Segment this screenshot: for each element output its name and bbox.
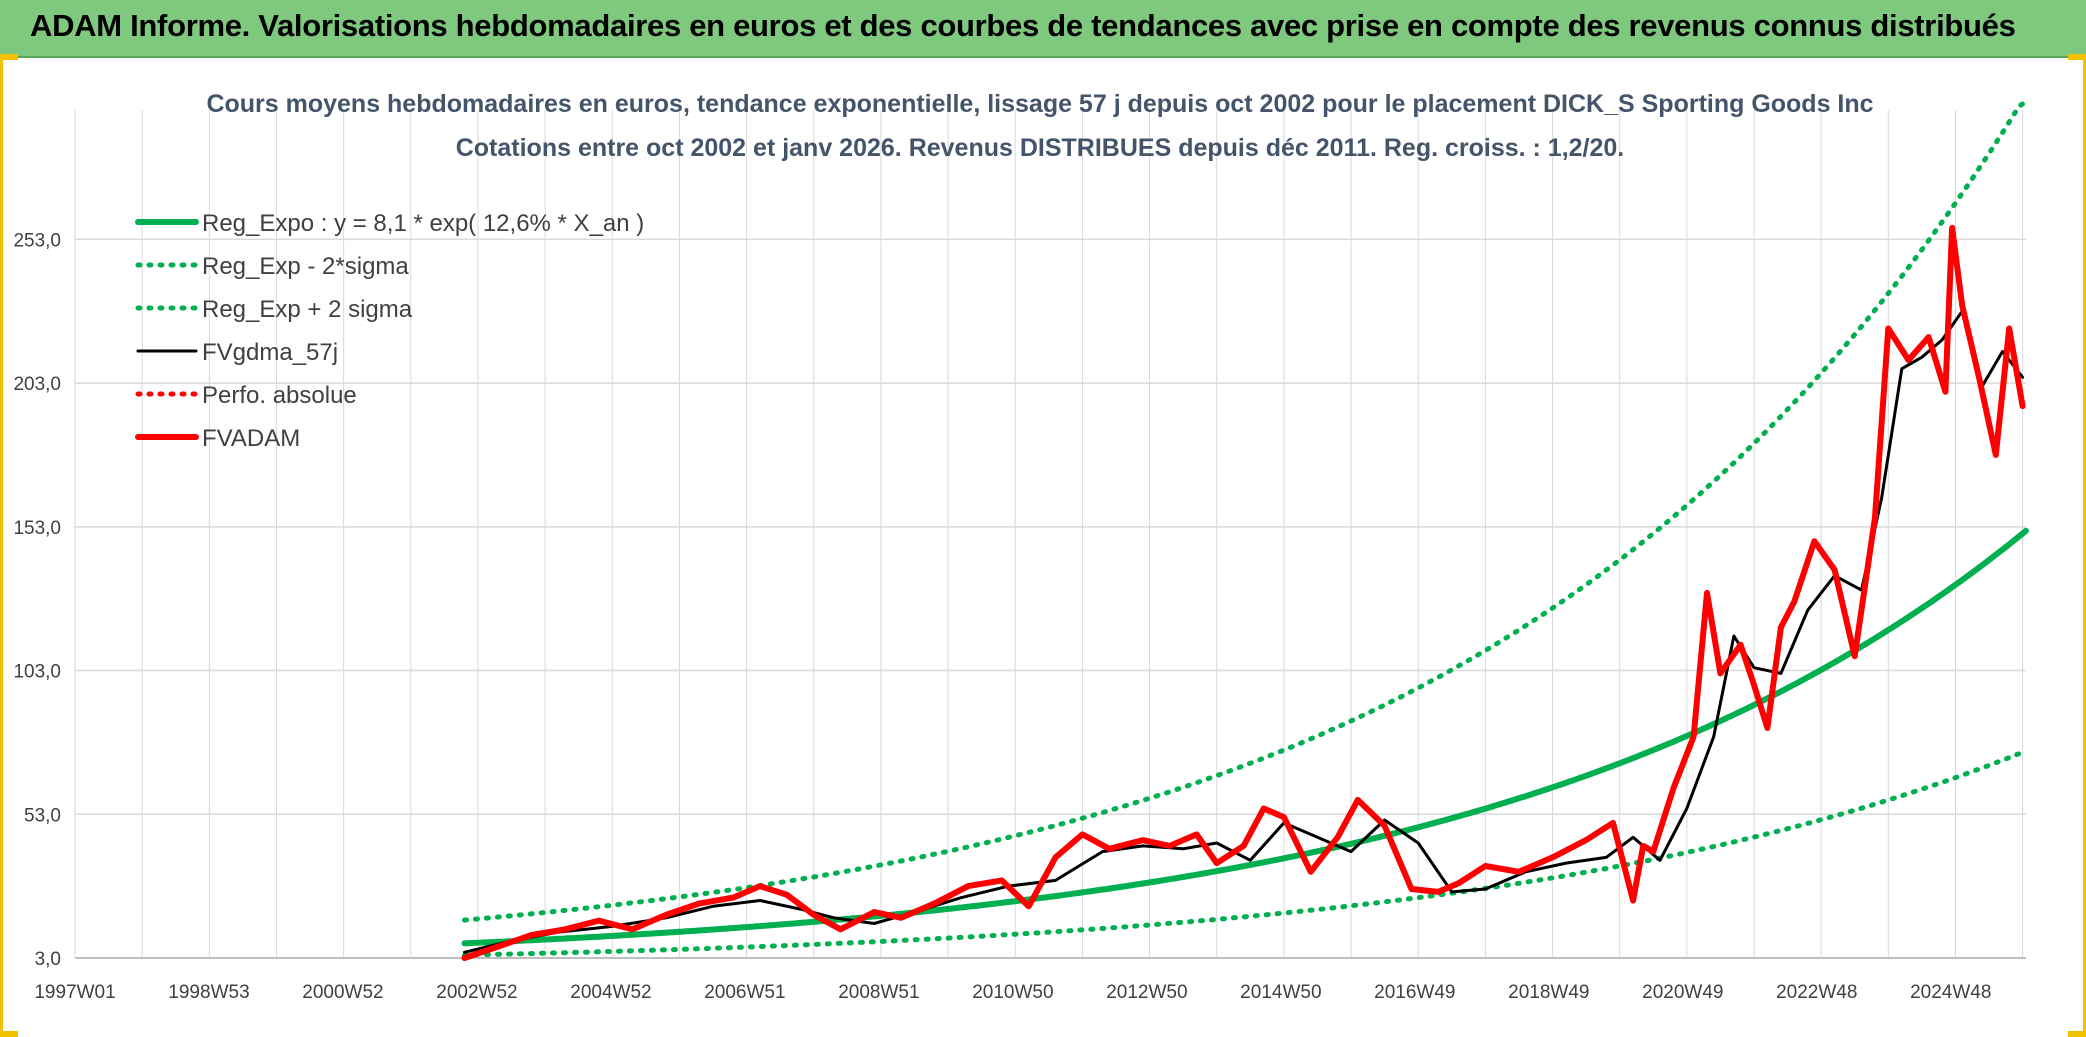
legend-label: FVADAM [202, 425, 300, 452]
gridlines [74, 110, 2026, 959]
legend-label: Reg_Exp - 2*sigma [202, 253, 409, 280]
x-tick-label: 2006W51 [704, 982, 785, 1003]
x-tick-label: 2024W48 [1910, 982, 1991, 1003]
report-banner: ADAM Informe. Valorisations hebdomadaire… [0, 0, 2086, 58]
y-tick-label: 203,0 [13, 374, 61, 395]
x-tick-label: 2018W49 [1508, 982, 1589, 1003]
x-tick-label: 2016W49 [1374, 982, 1455, 1003]
x-tick-label: 2014W50 [1240, 982, 1321, 1003]
y-tick-label: 153,0 [13, 518, 61, 539]
report-title: ADAM Informe. Valorisations hebdomadaire… [30, 8, 2016, 43]
legend-label: Reg_Expo : y = 8,1 * exp( 12,6% * X_an ) [202, 210, 644, 237]
legend-label: FVgdma_57j [202, 339, 338, 366]
x-tick-label: 2010W50 [972, 982, 1053, 1003]
x-tick-label: 1997W01 [34, 982, 115, 1003]
series-line-1 [462, 748, 2029, 958]
x-tick-label: 2008W51 [838, 982, 919, 1003]
series-line-2 [462, 101, 2029, 923]
series-line-0 [461, 527, 2029, 947]
x-tick-label: 2022W48 [1776, 982, 1857, 1003]
x-tick-label: 2000W52 [302, 982, 383, 1003]
x-tick-label: 1998W53 [168, 982, 249, 1003]
series-lines [461, 101, 2029, 961]
chart-frame [0, 58, 2086, 1037]
chart-legend: Reg_Expo : y = 8,1 * exp( 12,6% * X_an )… [135, 210, 644, 452]
corner-marker-left [0, 54, 18, 60]
y-tick-label: 53,0 [24, 805, 61, 826]
x-tick-label: 2012W50 [1106, 982, 1187, 1003]
x-axis-ticks: 1997W01 1998W53 2000W52 2002W52 2004W52 2006W… [34, 982, 1991, 1003]
corner-marker-bottom-left [0, 1031, 18, 1037]
chart-title: Cours moyens hebdomadaires en euros, ten… [206, 90, 1873, 118]
x-tick-label: 2020W49 [1642, 982, 1723, 1003]
y-tick-label: 253,0 [13, 230, 61, 251]
y-tick-label: 3,0 [35, 949, 61, 970]
corner-marker-bottom-right [2068, 1031, 2086, 1037]
x-tick-label: 2002W52 [436, 982, 517, 1003]
y-axis-ticks: 3,0 53,0 103,0 153,0 203,0 253,0 [13, 230, 61, 970]
chart-subtitle: Cotations entre oct 2002 et janv 2026. R… [456, 134, 1625, 162]
y-tick-label: 103,0 [13, 662, 61, 683]
x-tick-label: 2004W52 [570, 982, 651, 1003]
corner-marker-right [2068, 54, 2086, 60]
legend-label: Perfo. absolue [202, 382, 357, 409]
series-line-5 [461, 224, 2026, 961]
legend-label: Reg_Exp + 2 sigma [202, 296, 413, 323]
